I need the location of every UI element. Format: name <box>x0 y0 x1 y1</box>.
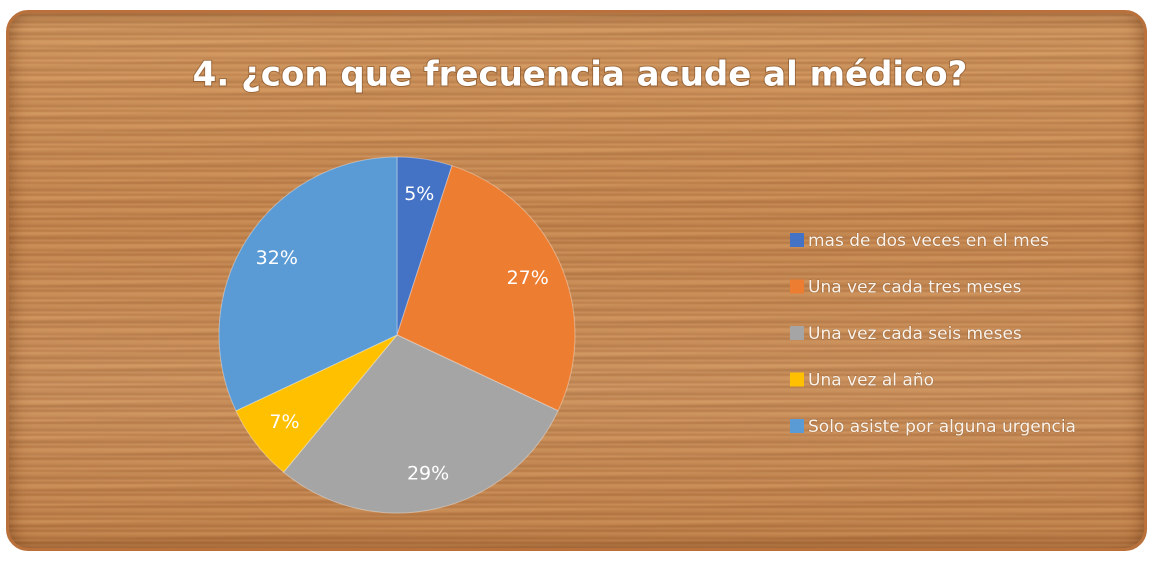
pie-slice <box>235 334 398 473</box>
data-label: 7% <box>269 411 299 433</box>
data-label: 29% <box>407 462 449 484</box>
data-label: 32% <box>256 247 298 269</box>
pie-slice <box>282 334 559 514</box>
legend-swatch <box>790 233 804 247</box>
legend-swatch <box>790 419 804 433</box>
pie-slice <box>218 156 398 412</box>
legend-swatch <box>790 279 804 294</box>
chart-title: 4. ¿con que frecuencia acude al médico? <box>193 55 968 95</box>
pie-slice <box>396 165 576 412</box>
legend-label: mas de dos veces en el mes <box>808 231 1049 251</box>
data-label: 27% <box>507 267 549 289</box>
chart-frame <box>6 10 1147 551</box>
pie-slice <box>396 156 453 336</box>
legend-label: Solo asiste por alguna urgencia <box>808 417 1076 437</box>
legend-label: Una vez al año <box>808 371 934 391</box>
legend-swatch <box>790 326 804 340</box>
data-label: 5% <box>404 183 434 205</box>
legend-label: Una vez cada seis meses <box>808 324 1022 344</box>
legend-swatch <box>790 372 804 387</box>
legend-label: Una vez cada tres meses <box>808 278 1022 298</box>
